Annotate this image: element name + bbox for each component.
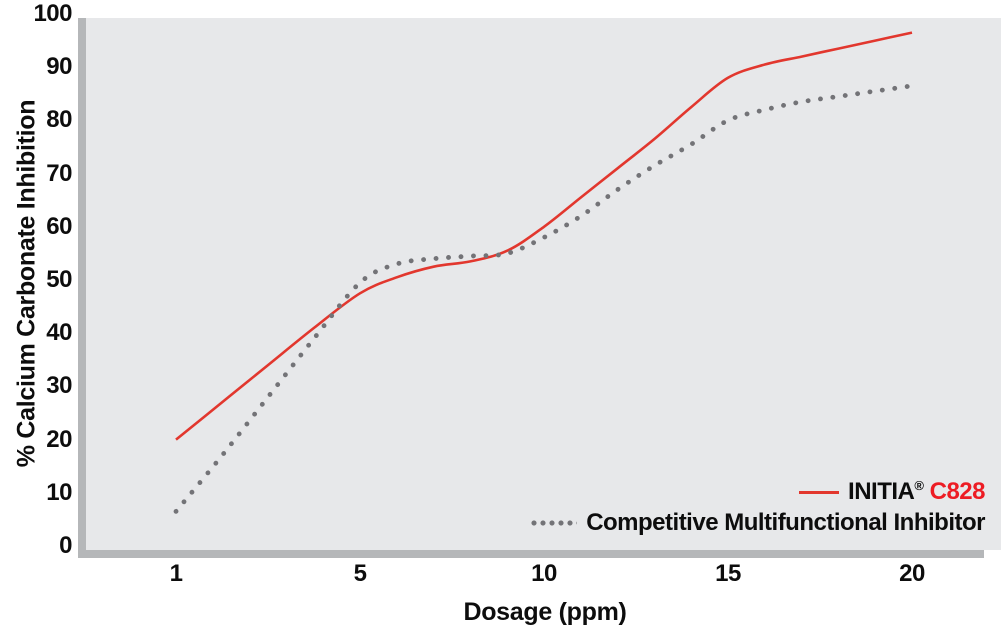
x-tick-label: 20 [899,560,925,587]
gray-dotted-swatch [531,520,578,526]
registered-trademark-symbol: ® [914,478,924,493]
legend-initia-label: INITIA® C828 [848,479,985,505]
y-axis-title: % Calcium Carbonate Inhibition [12,99,41,468]
red-line-swatch [799,490,840,494]
legend-product-text: C828 [929,478,986,505]
x-tick-label: 15 [715,560,741,587]
y-tick-label: 60 [46,212,72,240]
y-tick-label: 50 [46,266,72,293]
plot-area [86,18,1001,550]
x-tick-label: 10 [531,560,557,587]
competitor-dotted-line [173,83,915,514]
legend: INITIA® C828 Competitive Multifunctional… [531,479,986,536]
y-tick-label: 90 [46,53,72,81]
x-tick-label: 5 [353,560,367,587]
y-tick-label: 80 [46,106,72,134]
y-tick-label: 10 [46,478,72,506]
legend-brand-text: INITIA [848,478,915,505]
legend-competitive-label: Competitive Multifunctional Inhibitor [586,509,985,536]
y-tick-label: 40 [46,319,72,347]
initia-red-line [175,31,913,441]
legend-item-initia: INITIA® C828 [799,479,986,505]
y-tick-label: 0 [59,532,72,559]
y-tick-label: 20 [46,425,72,453]
y-axis-line [78,18,86,558]
y-tick-label: 30 [46,372,72,400]
x-axis-line [78,550,984,558]
x-axis-title: Dosage (ppm) [463,598,627,626]
y-tick-label: 70 [46,159,72,187]
y-tick-label: 100 [33,0,72,27]
legend-item-competitive: Competitive Multifunctional Inhibitor [531,510,985,536]
x-tick-label: 1 [169,560,183,587]
